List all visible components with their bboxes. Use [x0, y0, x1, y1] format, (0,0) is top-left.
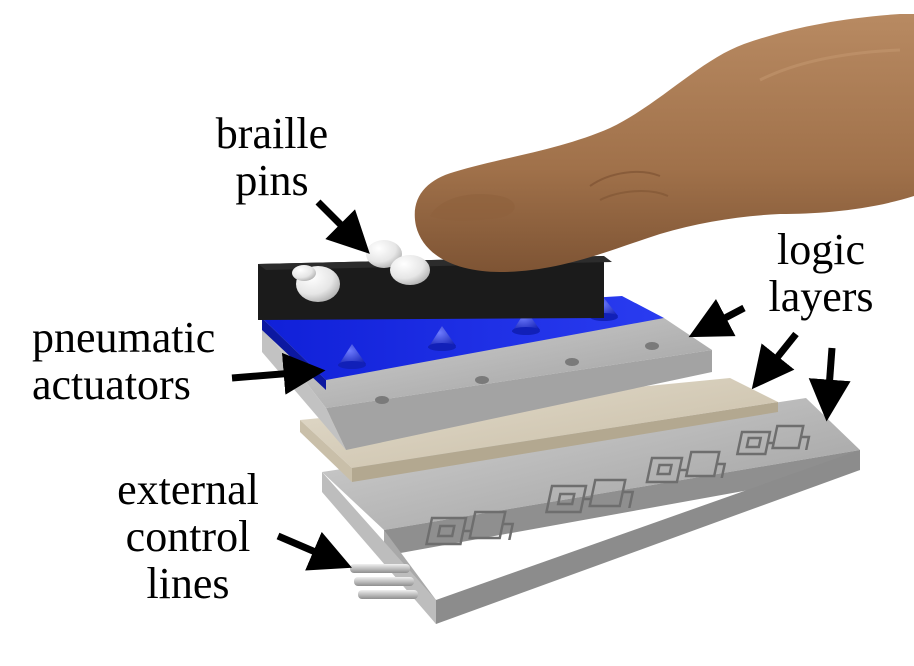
arrow-logic-layer-3	[808, 347, 851, 422]
annotation-arrows	[231, 199, 851, 571]
arrow-logic-layer-2	[751, 331, 799, 390]
circuit-patterns	[424, 424, 811, 546]
label-external-control-lines: external control lines	[117, 465, 259, 608]
arrow-braille-pins	[315, 199, 370, 254]
arrow-pneumatic-actuators	[231, 352, 326, 395]
label-logic-layers: logic layers	[768, 225, 874, 321]
bottom-logic-layer	[322, 398, 860, 624]
label-braille-pins: braille pins	[215, 109, 329, 205]
middle-logic-layer	[300, 378, 778, 482]
finger-illustration	[414, 14, 914, 272]
external-control-tubes	[350, 564, 418, 599]
arrow-external-control-lines	[276, 531, 353, 571]
braille-pins	[292, 240, 430, 302]
arrow-logic-layer-1	[688, 298, 746, 338]
label-pneumatic-actuators: pneumatic actuators	[32, 313, 216, 409]
